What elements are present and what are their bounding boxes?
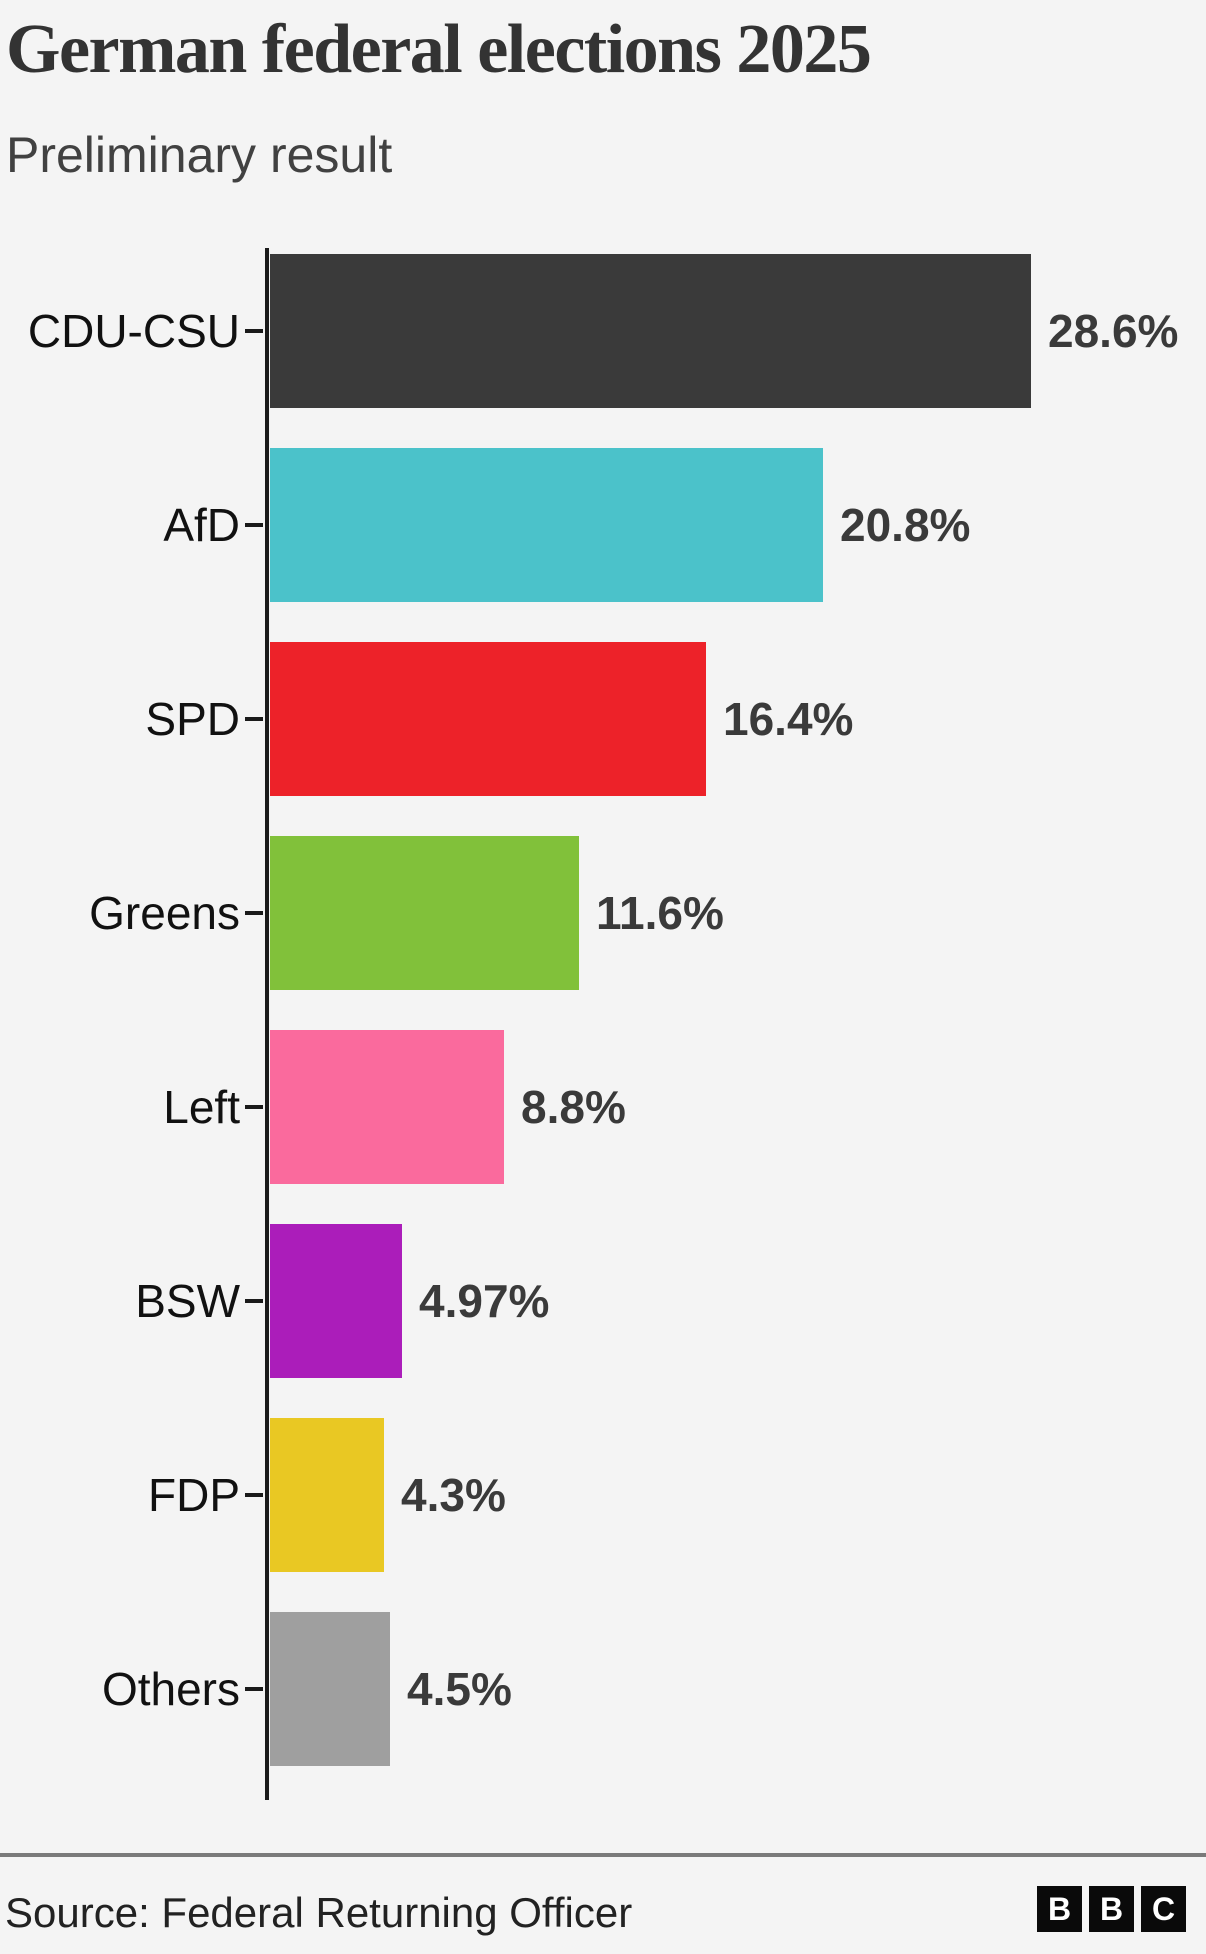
bbc-logo-block: B	[1037, 1886, 1082, 1932]
chart-title: German federal elections 2025	[6, 11, 872, 88]
value-label-afd: 20.8%	[840, 499, 971, 551]
category-label-fdp: FDP	[148, 1469, 240, 1521]
category-label-others: Others	[101, 1663, 240, 1715]
category-label-left: Left	[163, 1081, 240, 1133]
axis-tick	[245, 1105, 263, 1109]
bar-row-bsw: BSW 4.97%	[0, 1224, 1206, 1378]
value-label-others: 4.5%	[407, 1663, 512, 1715]
value-label-left: 8.8%	[521, 1081, 626, 1133]
category-label-afd: AfD	[163, 499, 240, 551]
category-label-cdu-csu: CDU-CSU	[27, 305, 240, 357]
tick-wrap	[240, 717, 270, 721]
value-label-greens: 11.6%	[596, 887, 724, 939]
y-axis-line	[265, 248, 269, 1800]
category-label-greens: Greens	[89, 887, 240, 939]
tick-wrap	[240, 329, 270, 333]
axis-tick	[245, 911, 263, 915]
bar-row-fdp: FDP 4.3%	[0, 1418, 1206, 1572]
bbc-logo-block: B	[1089, 1886, 1134, 1932]
bar-greens	[270, 836, 579, 990]
bar-cdu-csu	[270, 254, 1031, 408]
bar-bsw	[270, 1224, 402, 1378]
chart-subtitle: Preliminary result	[6, 127, 393, 183]
value-label-bsw: 4.97%	[419, 1275, 550, 1327]
bar-others	[270, 1612, 390, 1766]
tick-wrap	[240, 1105, 270, 1109]
bar-row-left: Left 8.8%	[0, 1030, 1206, 1184]
bar-row-cdu-csu: CDU-CSU 28.6%	[0, 254, 1206, 408]
bar-chart: CDU-CSU 28.6% AfD 20.8% SPD 16.4% Greens 11.6% L…	[0, 248, 1206, 1808]
value-label-spd: 16.4%	[723, 693, 854, 745]
category-label-spd: SPD	[145, 693, 240, 745]
bar-row-greens: Greens 11.6%	[0, 836, 1206, 990]
bar-fdp	[270, 1418, 384, 1572]
footer-divider	[0, 1853, 1206, 1857]
tick-wrap	[240, 1687, 270, 1691]
axis-tick	[245, 1493, 263, 1497]
value-label-fdp: 4.3%	[401, 1469, 506, 1521]
tick-wrap	[240, 911, 270, 915]
bar-spd	[270, 642, 706, 796]
axis-tick	[245, 1299, 263, 1303]
axis-tick	[245, 717, 263, 721]
source-text: Source: Federal Returning Officer	[5, 1889, 633, 1936]
axis-tick	[245, 523, 263, 527]
tick-wrap	[240, 523, 270, 527]
bar-row-spd: SPD 16.4%	[0, 642, 1206, 796]
bar-left	[270, 1030, 504, 1184]
bbc-logo-block: C	[1141, 1886, 1186, 1932]
axis-tick	[245, 1687, 263, 1691]
value-label-cdu-csu: 28.6%	[1048, 305, 1179, 357]
tick-wrap	[240, 1299, 270, 1303]
category-label-bsw: BSW	[135, 1275, 240, 1327]
bar-row-others: Others 4.5%	[0, 1612, 1206, 1766]
axis-tick	[245, 329, 263, 333]
bar-afd	[270, 448, 823, 602]
bar-row-afd: AfD 20.8%	[0, 448, 1206, 602]
tick-wrap	[240, 1493, 270, 1497]
